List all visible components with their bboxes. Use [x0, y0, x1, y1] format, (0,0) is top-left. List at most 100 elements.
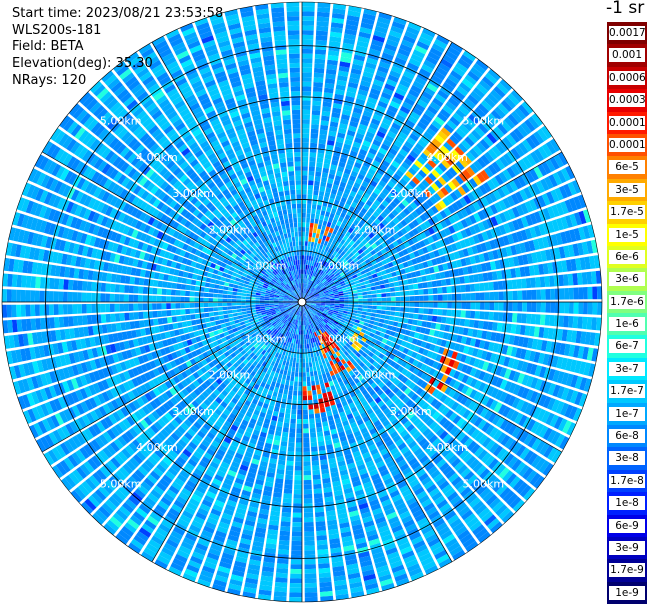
- ray-cell: [383, 172, 392, 180]
- ray-cell: [302, 100, 311, 106]
- ray-cell: [345, 249, 352, 256]
- ray-cell: [348, 252, 354, 258]
- ray-cell: [337, 289, 343, 292]
- ray-cell: [324, 296, 330, 299]
- ray-cell: [291, 536, 302, 542]
- ray-cell: [341, 177, 348, 184]
- ray-cell: [330, 116, 340, 123]
- ray-cell: [317, 7, 331, 13]
- ray-cell: [481, 231, 489, 241]
- ray-cell: [365, 199, 373, 207]
- ray-cell: [357, 222, 364, 229]
- ray-cell: [319, 244, 324, 250]
- ray-cell: [370, 269, 377, 275]
- ray-cell: [346, 15, 360, 22]
- ray-cell: [315, 360, 319, 367]
- ray-cell: [539, 276, 546, 288]
- ray-cell: [325, 78, 336, 85]
- ray-cell: [362, 110, 373, 118]
- ray-cell: [443, 141, 453, 152]
- ray-cell: [316, 253, 320, 259]
- ray-cell: [333, 199, 340, 206]
- ray-cell: [374, 135, 384, 143]
- ray-cell: [359, 169, 367, 177]
- ray-cell: [484, 72, 498, 85]
- ray-cell: [325, 236, 330, 242]
- ray-cell: [377, 275, 384, 281]
- ray-cell: [498, 291, 504, 301]
- ray-cell: [371, 39, 384, 48]
- ray-cell: [514, 161, 524, 174]
- ray-cell: [367, 246, 374, 252]
- ray-cell: [387, 34, 401, 43]
- ray-cell: [353, 307, 358, 311]
- ray-cell: [317, 2, 331, 8]
- ray-cell: [302, 255, 304, 260]
- ray-cell: [311, 251, 315, 257]
- ray-cell: [305, 279, 308, 284]
- ray-cell: [514, 107, 527, 120]
- ray-cell: [302, 119, 310, 124]
- ray-cell: [318, 374, 323, 380]
- ray-cell: [302, 142, 309, 148]
- ray-cell: [363, 8, 377, 16]
- ray-cell: [415, 256, 422, 264]
- ray-cell: [309, 343, 312, 349]
- ray-cell: [292, 508, 302, 513]
- ray-cell: [315, 247, 319, 253]
- ray-cell: [316, 427, 323, 433]
- ray-cell: [563, 183, 573, 197]
- ray-cell: [367, 323, 374, 329]
- ray-cell: [384, 196, 392, 204]
- ray-cell: [423, 86, 436, 97]
- ray-cell: [401, 161, 410, 170]
- ray-cell: [477, 233, 485, 243]
- ray-cell: [373, 321, 379, 326]
- ray-cell: [388, 212, 396, 220]
- ray-cell: [343, 203, 350, 210]
- ray-cell: [480, 196, 489, 207]
- ray-cell: [408, 89, 420, 98]
- ray-cell: [332, 218, 338, 225]
- ray-cell: [573, 212, 582, 226]
- ray-cell: [304, 245, 308, 251]
- ray-cell: [349, 190, 357, 198]
- ray-cell: [305, 329, 308, 335]
- ray-cell: [549, 315, 555, 327]
- ray-cell: [388, 30, 402, 39]
- ray-cell: [399, 190, 408, 199]
- ray-cell: [364, 280, 370, 285]
- ray-cell: [374, 74, 386, 83]
- ray-cell: [464, 227, 472, 237]
- ray-cell: [516, 218, 525, 229]
- ray-cell: [364, 242, 371, 249]
- ray-cell: [345, 231, 351, 238]
- ray-cell: [404, 312, 410, 318]
- ray-cell: [333, 290, 339, 294]
- ray-cell: [312, 290, 318, 294]
- ray-cell: [280, 379, 286, 385]
- ray-cell: [295, 447, 302, 452]
- ray-cell: [510, 147, 521, 160]
- ray-cell: [409, 111, 421, 121]
- ray-cell: [399, 43, 413, 53]
- ray-cell: [375, 285, 381, 290]
- ray-cell: [361, 314, 367, 319]
- ray-cell: [532, 238, 540, 251]
- ray-cell: [391, 302, 396, 306]
- ray-cell: [361, 311, 367, 315]
- ray-cell: [350, 281, 356, 286]
- ray-cell: [314, 502, 324, 508]
- ray-cell: [371, 221, 378, 229]
- ray-cell: [312, 282, 316, 287]
- ray-cell: [365, 235, 372, 242]
- ray-cell: [302, 91, 312, 96]
- ray-cell: [299, 353, 302, 359]
- ray-cell: [296, 433, 302, 438]
- ray-cell: [302, 194, 307, 199]
- ray-cell: [343, 308, 349, 312]
- ray-cell: [415, 270, 421, 277]
- ray-cell: [480, 242, 488, 252]
- ray-cell: [368, 256, 375, 262]
- ray-cell: [329, 296, 335, 299]
